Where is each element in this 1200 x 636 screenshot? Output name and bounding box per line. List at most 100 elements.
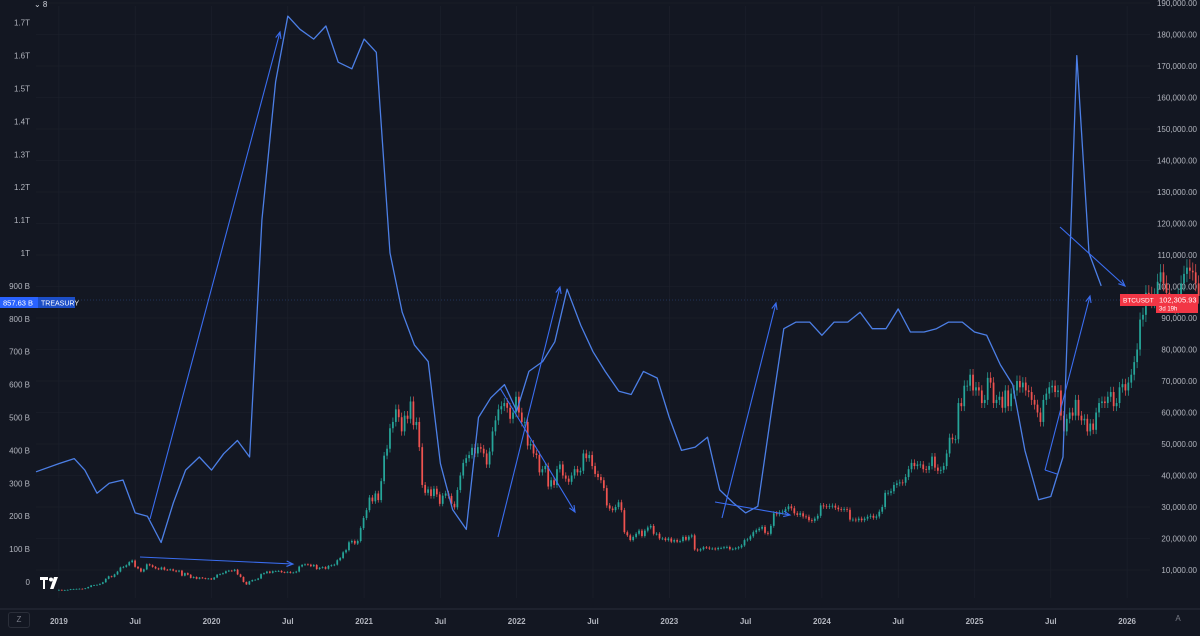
candle-body <box>204 578 207 579</box>
candle-body <box>611 508 614 511</box>
candle-body <box>268 571 271 573</box>
candle-body <box>394 409 397 422</box>
candle-body <box>995 399 998 404</box>
candle-body <box>904 477 907 483</box>
candle-body <box>131 560 134 563</box>
candle-body <box>418 421 421 448</box>
candle-body <box>898 482 901 484</box>
candle-body <box>980 390 983 404</box>
candle-body <box>175 570 177 572</box>
candle-body <box>122 566 125 568</box>
time-axis-tick-label: Jul <box>282 617 294 626</box>
left-price-axis[interactable]: 0 100 B 200 B 300 B 400 B 500 B 600 B 700 B 800 … <box>9 19 30 587</box>
candle-body <box>986 377 989 400</box>
candle-body <box>1033 399 1036 405</box>
candle-body <box>737 547 740 549</box>
candle-body <box>236 569 239 575</box>
candle-body <box>878 511 881 517</box>
candle-body <box>857 518 860 521</box>
right-axis-tick-label: 40,000.00 <box>1161 472 1197 481</box>
candle-body <box>614 507 617 511</box>
candle-body <box>676 540 678 542</box>
candle-body <box>840 509 843 511</box>
candle-body <box>1186 267 1188 274</box>
candle-body <box>151 565 154 567</box>
candle-body <box>910 462 913 470</box>
time-axis-tick-label: 2022 <box>508 617 526 626</box>
candle-body <box>1057 390 1059 393</box>
candle-body <box>101 582 104 584</box>
candle-body <box>1183 273 1185 284</box>
candle-body <box>339 558 342 561</box>
auto-scale-button[interactable]: A <box>1175 614 1181 623</box>
timezone-button[interactable]: Z <box>8 612 30 628</box>
candle-body <box>450 495 453 504</box>
right-axis-tick-label: 110,000.00 <box>1158 251 1198 260</box>
candle-body <box>632 536 635 541</box>
candle-body <box>913 462 916 467</box>
candle-body <box>937 467 939 471</box>
candle-body <box>192 576 195 578</box>
candle-body <box>283 572 286 574</box>
candle-body <box>1127 382 1130 391</box>
candle-body <box>140 568 142 572</box>
candle-body <box>459 475 462 490</box>
candle-body <box>869 515 872 517</box>
candle-body <box>435 488 438 495</box>
candle-body <box>769 525 772 534</box>
candle-body <box>389 428 391 449</box>
candle-body <box>673 540 676 542</box>
candle-body <box>808 516 810 521</box>
candle-body <box>591 455 594 467</box>
candle-body <box>890 491 892 493</box>
candle-body <box>1130 374 1133 383</box>
collapse-toggle[interactable]: ⌄ 8 <box>34 0 48 9</box>
candle-body <box>506 403 509 408</box>
candle-body <box>113 574 116 577</box>
time-axis-tick-label: 2020 <box>203 617 221 626</box>
candle-body <box>271 571 274 573</box>
candle-body <box>280 570 283 573</box>
candle-body <box>84 588 87 590</box>
candle-body <box>348 542 350 551</box>
candle-body <box>1004 390 1007 408</box>
time-axis[interactable]: 2019 Jul 2020 Jul 2021 Jul 2022 Jul 2023 Jul 2024 J… <box>50 617 1137 626</box>
trend-arrow <box>139 556 295 567</box>
btc-badge-countdown: 3d 19h <box>1159 307 1177 313</box>
candle-body <box>512 412 514 419</box>
candle-body <box>828 506 831 507</box>
candle-body <box>263 573 265 575</box>
candle-body <box>242 576 245 582</box>
candle-body <box>356 541 359 544</box>
candle-body <box>289 571 292 573</box>
candle-body <box>617 502 620 507</box>
candle-body <box>708 547 711 549</box>
candle-body <box>453 503 456 508</box>
candle-body <box>321 567 324 568</box>
candle-body <box>251 580 254 582</box>
candle-body <box>726 547 728 548</box>
candle-body <box>93 585 95 586</box>
candle-body <box>966 385 969 387</box>
candle-body <box>951 437 954 440</box>
candle-body <box>641 530 643 536</box>
candle-body <box>743 540 746 546</box>
candle-body <box>740 545 743 548</box>
candle-body <box>160 567 163 570</box>
candle-body <box>1016 381 1018 391</box>
right-axis-tick-label: 10,000.00 <box>1161 566 1197 575</box>
candle-body <box>928 466 930 470</box>
candle-body <box>582 453 585 471</box>
candle-body <box>948 437 951 454</box>
candle-body <box>134 560 136 567</box>
candle-body <box>602 480 605 489</box>
candle-body <box>72 589 75 590</box>
candle-body <box>690 535 693 537</box>
candle-body <box>380 481 383 501</box>
right-price-axis[interactable]: 10,000.00 20,000.00 30,000.00 40,000.00 50,0… <box>1157 0 1198 575</box>
candle-body <box>655 533 658 535</box>
candle-body <box>1083 418 1086 421</box>
candle-body <box>559 464 561 470</box>
candle-body <box>670 538 673 542</box>
